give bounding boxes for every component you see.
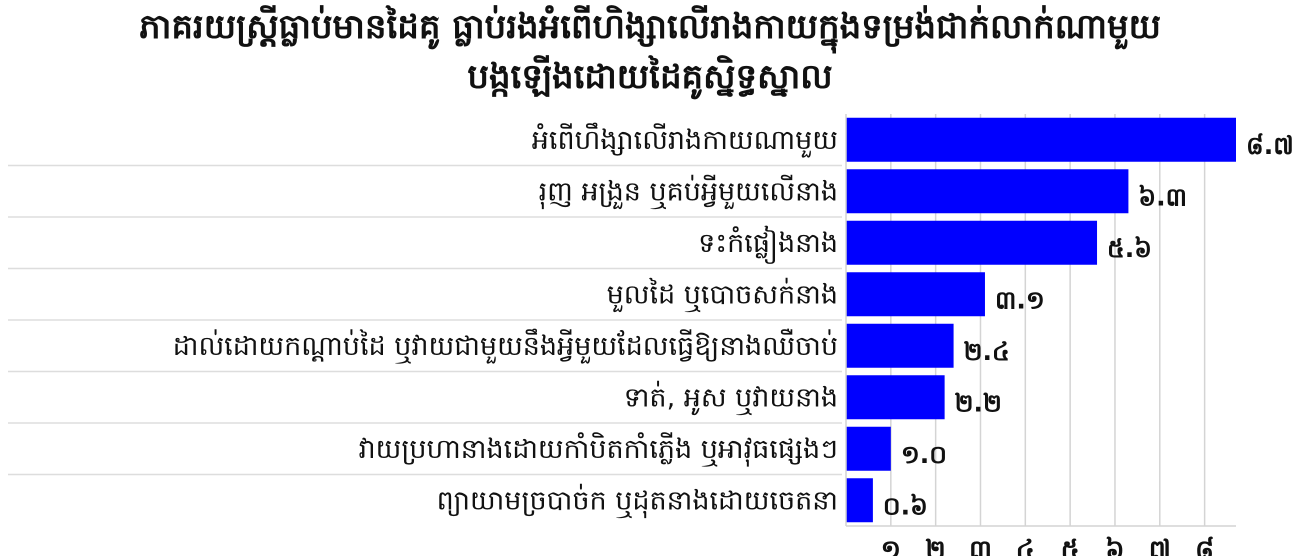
- category-label: ទាត់, អូស ឬវាយនាង: [624, 380, 838, 415]
- bar: [846, 117, 1236, 162]
- x-tick-label: ៨: [1195, 535, 1214, 556]
- x-tick-label: ២: [925, 535, 945, 556]
- data-label: ២.២: [955, 388, 1002, 417]
- data-label: ៣.១: [995, 285, 1045, 314]
- chart-title-line-1: ភាគរយស្ត្រីធ្លាប់មានដៃគូ ធ្លាប់រងអំពើហិង…: [138, 7, 1162, 47]
- category-label: ដាល់ដោយកណ្តាប់ដៃ ឬវាយជាមួយនឹងអ្វីមួយដែលធ…: [173, 328, 838, 364]
- category-label: មួលដៃ ឬបោចសក់នាង: [607, 277, 838, 312]
- data-label: ១.០: [901, 440, 947, 469]
- data-label: ០.៦: [883, 491, 928, 520]
- bar: [846, 426, 891, 471]
- chart-title-line-2: បង្កឡើងដោយដៃគូស្និទ្ធស្នាល: [467, 57, 833, 97]
- x-tick-label: ៥: [1061, 535, 1080, 556]
- category-label: អំពើហឹង្សាលើរាងកាយណាមួយ: [532, 122, 838, 158]
- bar: [846, 272, 985, 317]
- bar: [846, 169, 1129, 214]
- data-label: ៦.៣: [1138, 182, 1187, 211]
- category-label: វាយប្រហានាងដោយកាំបិតកាំភ្លើង ឬអាវុធផ្សេង…: [358, 432, 838, 467]
- bar: [846, 323, 954, 368]
- data-label: ២.៤: [964, 337, 1010, 366]
- bar: [846, 220, 1098, 265]
- bar: [846, 478, 873, 523]
- data-label: ៥.៦: [1107, 234, 1152, 263]
- x-tick-label: ៤: [1016, 535, 1035, 556]
- x-tick-label: ៣: [969, 535, 992, 556]
- data-label: ៨.៧: [1246, 131, 1294, 160]
- bar: [846, 375, 945, 420]
- category-label: រុញ អង្រួន ឬគប់អ្វីមួយលើនាង: [539, 174, 838, 209]
- x-tick-label: ១: [881, 535, 901, 556]
- x-tick-label: ៧: [1149, 535, 1171, 556]
- x-tick-label: ៦: [1105, 535, 1124, 556]
- category-label: ទះកំផ្លៀងនាង: [698, 225, 838, 264]
- category-label: ព្យាយាមច្របាច់ក ឬដុតនាងដោយចេតនា: [437, 483, 838, 518]
